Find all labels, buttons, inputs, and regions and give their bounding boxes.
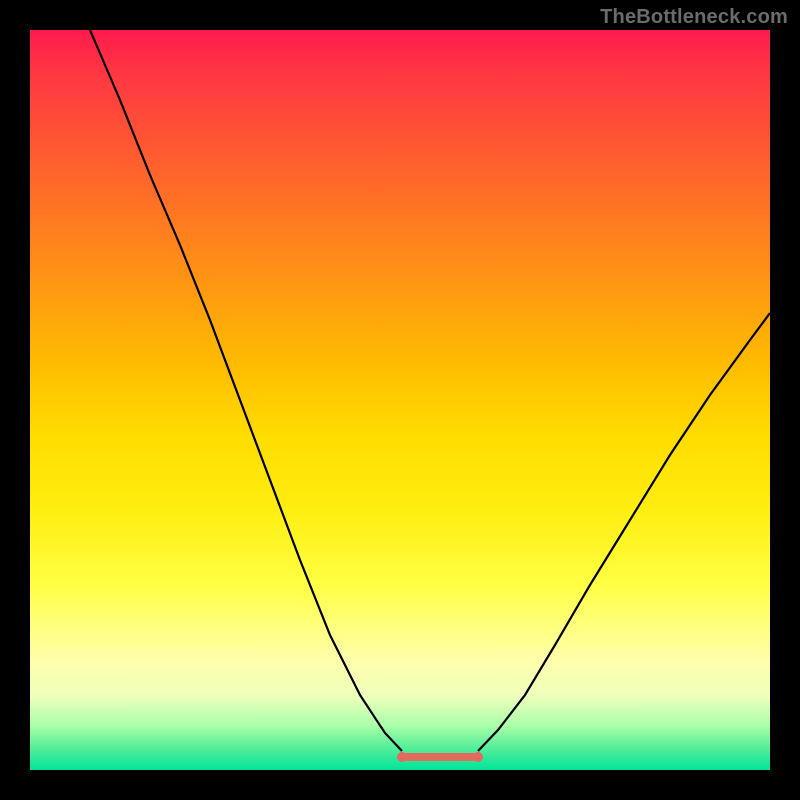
curve-right-branch (478, 313, 770, 751)
plot-area (30, 30, 770, 770)
watermark-text: TheBottleneck.com (600, 6, 788, 29)
chart-frame: TheBottleneck.com (0, 0, 800, 800)
curve-left-branch (90, 30, 402, 751)
flat-accent-right-cap (473, 752, 483, 762)
flat-accent-left-cap (397, 752, 407, 762)
bottleneck-curve-svg (30, 30, 770, 770)
